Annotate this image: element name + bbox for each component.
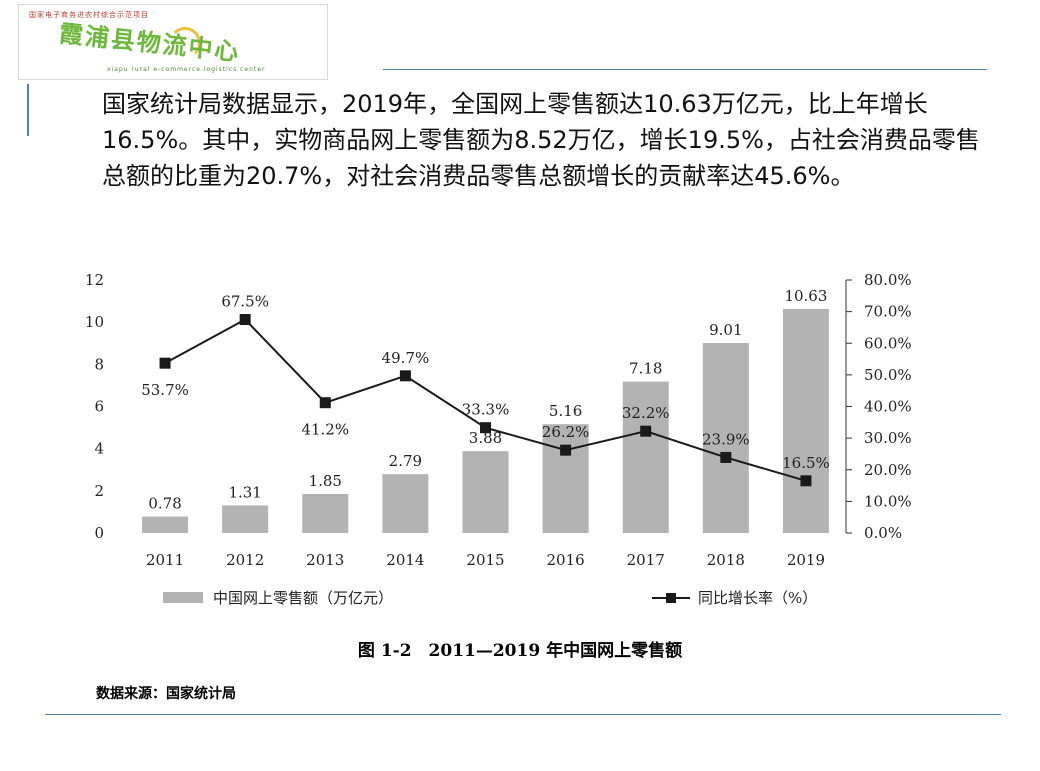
left-axis-tick-label: 0 [94, 524, 104, 542]
chart-axes: 0 2 4 6 8 10 12 0.0% 10.0% 20.0% 30.0% 40.0% 50.0% 60… [85, 271, 912, 569]
bar-value-label: 1.85 [309, 472, 342, 490]
right-axis-tick-label: 50.0% [864, 366, 912, 384]
bar-value-label: 1.31 [228, 483, 261, 501]
line-value-label: 16.5% [782, 454, 830, 472]
bar [782, 308, 829, 533]
bar-value-label: 9.01 [709, 321, 742, 339]
line-series: 53.7% 67.5% 41.2% 49.7% 33.3% 26.2% 32.2% 23.9%… [141, 293, 830, 487]
x-axis-tick-label: 2018 [707, 551, 745, 569]
right-axis-tick-label: 20.0% [864, 461, 912, 479]
line-value-label: 26.2% [542, 423, 590, 441]
bar-value-label: 10.63 [784, 287, 827, 305]
line-point [480, 422, 491, 434]
line-point [399, 370, 411, 382]
left-axis-tick-label: 6 [94, 398, 104, 416]
left-axis-tick-label: 4 [94, 440, 104, 458]
bar [382, 474, 429, 533]
data-source: 数据来源：国家统计局 [96, 686, 236, 702]
x-axis-tick-label: 2019 [787, 551, 825, 569]
bar-value-label: 5.16 [549, 402, 582, 420]
bar [702, 343, 749, 533]
line-point [800, 475, 812, 487]
left-axis-tick-label: 2 [94, 482, 104, 500]
legend-line-marker [666, 593, 676, 603]
bar-value-label: 7.18 [629, 360, 662, 378]
logo-mark-icon [169, 27, 201, 59]
line-value-label: 53.7% [141, 381, 189, 399]
legend-bar-label: 中国网上零售额（万亿元） [213, 589, 393, 607]
line-point [159, 357, 171, 369]
bar [222, 505, 269, 533]
x-axis-tick-label: 2011 [146, 551, 184, 569]
x-axis-tick-label: 2014 [386, 551, 424, 569]
figure-title: 图 1-2 2011—2019 年中国网上零售额 [357, 641, 683, 661]
left-axis-tick-label: 8 [94, 355, 104, 373]
line-value-label: 32.2% [622, 404, 670, 422]
logo-bottom-line: xiapu rural e-commerce logistics center [107, 66, 266, 73]
bar [542, 424, 589, 533]
right-axis-tick-label: 40.0% [864, 398, 912, 416]
bar-value-label: 0.78 [148, 495, 181, 513]
left-axis-tick-label: 12 [85, 271, 104, 289]
line-point [640, 425, 652, 437]
bar-value-label: 2.79 [389, 452, 422, 470]
bar [622, 381, 669, 533]
right-axis-tick-label: 80.0% [864, 271, 912, 289]
line-point [239, 314, 251, 326]
bar-value-label: 3.88 [469, 429, 502, 447]
left-axis-tick-label: 10 [85, 313, 104, 331]
logo-top-line: 国家电子商务进农村综合示范项目 [29, 11, 149, 19]
line-value-label: 23.9% [702, 430, 750, 448]
right-axis-tick-label: 60.0% [864, 334, 912, 352]
line-value-label: 49.7% [382, 349, 430, 367]
bar [302, 493, 349, 533]
x-axis-tick-label: 2016 [547, 551, 585, 569]
bar [142, 516, 189, 533]
legend-line-label: 同比增长率（%） [698, 589, 817, 607]
footer-rule [45, 714, 1001, 715]
legend-bar-swatch [163, 592, 203, 603]
line-point [560, 444, 572, 456]
x-axis-tick-label: 2015 [466, 551, 504, 569]
intro-paragraph: 国家统计局数据显示，2019年，全国网上零售额达10.63万亿元，比上年增长16… [102, 90, 980, 190]
accent-bar [27, 84, 29, 136]
line-point [319, 397, 331, 409]
header-rule [383, 69, 987, 70]
line-value-label: 41.2% [301, 421, 349, 439]
x-axis-tick-label: 2012 [226, 551, 264, 569]
chart-legend: 中国网上零售额（万亿元） 同比增长率（%） [163, 589, 817, 607]
right-axis-tick-label: 30.0% [864, 429, 912, 447]
line-value-label: 67.5% [221, 293, 269, 311]
right-axis-tick-label: 10.0% [864, 492, 912, 510]
line-value-label: 33.3% [462, 401, 510, 419]
bar [462, 451, 509, 533]
line-point [720, 451, 732, 463]
x-axis-tick-label: 2013 [306, 551, 344, 569]
right-axis-tick-label: 70.0% [864, 303, 912, 321]
right-axis-tick-label: 0.0% [864, 524, 902, 542]
bar-series: 0.78 1.31 1.85 2.79 3.88 5.16 7.18 9.01 10.63 [142, 287, 829, 533]
x-axis-tick-label: 2017 [627, 551, 665, 569]
logo: 国家电子商务进农村综合示范项目 霞浦县物流中心 xiapu rural e-co… [18, 4, 328, 80]
